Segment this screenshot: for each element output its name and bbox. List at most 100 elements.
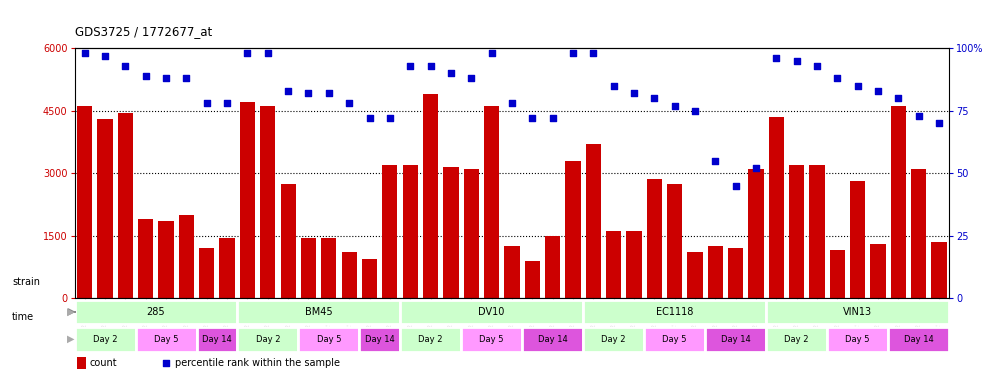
Text: ▶: ▶ [68, 334, 75, 344]
Point [97, 53, 113, 59]
Point [911, 113, 926, 119]
Text: Day 5: Day 5 [479, 335, 504, 344]
Bar [644, 327, 705, 352]
Point [259, 50, 275, 56]
Bar [362, 258, 377, 298]
Text: Day 2: Day 2 [418, 335, 442, 344]
Bar [443, 167, 458, 298]
Bar [360, 327, 400, 352]
Bar [342, 252, 357, 298]
Bar [525, 261, 540, 298]
Bar [889, 327, 949, 352]
Text: Day 14: Day 14 [202, 335, 232, 344]
Point [585, 50, 601, 56]
Bar [461, 327, 522, 352]
Text: percentile rank within the sample: percentile rank within the sample [175, 358, 340, 368]
Bar [78, 106, 92, 298]
Bar [766, 327, 827, 352]
Point [300, 90, 316, 96]
Text: Day 2: Day 2 [255, 335, 280, 344]
Point [748, 165, 764, 171]
Point [280, 88, 296, 94]
Text: Day 5: Day 5 [662, 335, 687, 344]
Text: count: count [89, 358, 117, 368]
Bar [768, 117, 784, 298]
Point [463, 75, 479, 81]
Bar [422, 94, 438, 298]
Point [403, 63, 418, 69]
Bar [197, 327, 238, 352]
Bar [626, 232, 641, 298]
Bar [667, 184, 682, 298]
Bar [78, 357, 85, 369]
Text: Day 5: Day 5 [154, 335, 178, 344]
Bar [135, 327, 197, 352]
Bar [585, 144, 601, 298]
Bar [260, 106, 275, 298]
Point [138, 73, 154, 79]
Point [77, 50, 92, 56]
Text: Day 5: Day 5 [846, 335, 870, 344]
Bar [583, 327, 644, 352]
Text: Day 14: Day 14 [904, 335, 933, 344]
Point [321, 90, 337, 96]
Point [626, 90, 642, 96]
Point [484, 50, 500, 56]
Text: DV10: DV10 [478, 307, 505, 317]
Point [646, 95, 662, 101]
Bar [117, 113, 133, 298]
Bar [138, 219, 153, 298]
Bar [463, 169, 479, 298]
Point [708, 157, 724, 164]
Bar [566, 161, 580, 298]
Point [687, 108, 703, 114]
Point [829, 75, 845, 81]
Point [667, 103, 683, 109]
Text: BM45: BM45 [305, 307, 332, 317]
Point [362, 115, 378, 121]
Bar [301, 238, 316, 298]
Point [219, 100, 235, 106]
Point [504, 100, 520, 106]
Bar [748, 169, 763, 298]
Bar [545, 236, 561, 298]
Point [565, 50, 580, 56]
Bar [647, 179, 662, 298]
Point [891, 95, 907, 101]
Point [382, 115, 398, 121]
Point [158, 360, 174, 366]
Bar [931, 242, 946, 298]
Bar [606, 232, 621, 298]
Bar [238, 327, 298, 352]
Bar [298, 327, 360, 352]
Bar [766, 300, 949, 324]
Point [422, 63, 438, 69]
Bar [158, 221, 174, 298]
Point [931, 120, 947, 126]
Bar [75, 300, 238, 324]
Point [789, 58, 805, 64]
Bar [321, 238, 336, 298]
Bar [240, 102, 255, 298]
Bar [400, 327, 461, 352]
Point [605, 83, 621, 89]
Point [240, 50, 255, 56]
Bar [75, 327, 135, 352]
Bar [809, 165, 825, 298]
Bar [522, 327, 583, 352]
Text: VIN13: VIN13 [843, 307, 873, 317]
Point [850, 83, 866, 89]
Bar [871, 244, 886, 298]
Point [545, 115, 561, 121]
Point [199, 100, 215, 106]
Bar [179, 215, 194, 298]
Bar [504, 246, 520, 298]
Text: ▶: ▶ [68, 307, 75, 317]
Bar [220, 238, 235, 298]
Bar [708, 246, 723, 298]
Point [728, 182, 744, 189]
Bar [484, 106, 499, 298]
Bar [705, 327, 766, 352]
Bar [789, 165, 804, 298]
Text: Day 2: Day 2 [784, 335, 809, 344]
